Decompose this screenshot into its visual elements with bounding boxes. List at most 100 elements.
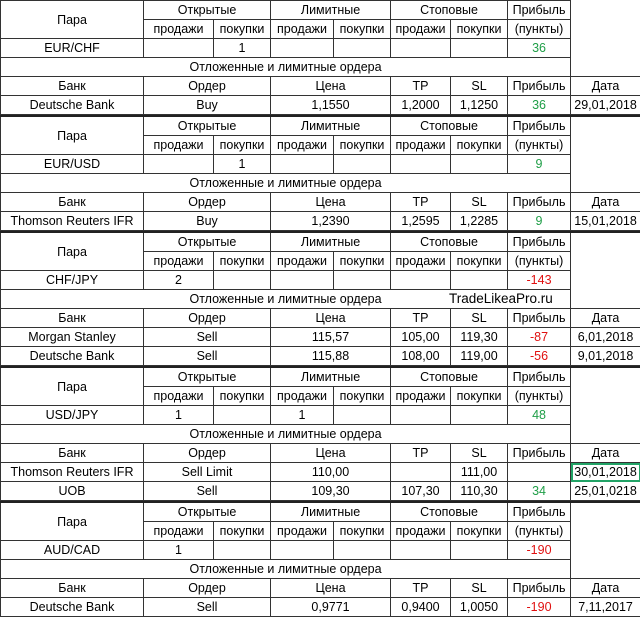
order-row: Thomson Reuters IFR Sell Limit 110,00 111,0… xyxy=(0,462,640,482)
pending-title: Отложенные и лимитные ордера xyxy=(0,57,572,77)
position-cell xyxy=(333,540,392,560)
order-cell: 108,00 xyxy=(390,346,452,366)
position-cell xyxy=(390,38,452,58)
empty-cell xyxy=(570,289,640,309)
header-cell: Открытые xyxy=(142,366,272,387)
pending-title: Отложенные и лимитные ордера TradeLikeaPr… xyxy=(0,289,572,309)
orders-header-cell: Дата xyxy=(570,192,640,212)
subheader-row: продажи покупки продажи покупки продажи покуп… xyxy=(1,19,640,39)
empty-cell xyxy=(570,135,640,155)
orders-header-row: Банк Ордер Цена TP SL Прибыль Дата xyxy=(0,308,640,328)
subheader-row: продажи покупки продажи покупки продажи покуп… xyxy=(1,135,640,155)
header-cell: Стоповые xyxy=(390,115,509,136)
orders-header-row: Банк Ордер Цена TP SL Прибыль Дата xyxy=(0,76,640,96)
orders-header-cell: Прибыль xyxy=(507,578,572,598)
subheader-cell: продажи xyxy=(390,386,452,406)
header-cell: Стоповые xyxy=(390,366,509,387)
orders-header-cell: SL xyxy=(450,192,509,212)
position-cell xyxy=(390,405,452,425)
orders-header-cell: Ордер xyxy=(142,192,272,212)
orders-header-cell: Ордер xyxy=(142,76,272,96)
header-cell: Прибыль xyxy=(507,366,572,387)
subheader-cell: продажи xyxy=(390,521,452,541)
header-cell: Лимитные xyxy=(270,0,392,20)
orders-header-cell: TP xyxy=(390,578,452,598)
order-cell: 1,2595 xyxy=(390,211,452,231)
orders-header-cell: Ордер xyxy=(142,308,272,328)
position-row: EUR/USD 1 9 xyxy=(0,154,640,174)
order-cell: 29,01,2018 xyxy=(570,95,640,115)
position-cell xyxy=(450,405,509,425)
order-cell: 1,2000 xyxy=(390,95,452,115)
position-cell xyxy=(450,38,509,58)
position-cell: 2 xyxy=(143,270,214,290)
position-cell: 1 xyxy=(212,38,272,58)
empty-cell xyxy=(570,367,640,387)
orders-header-cell: SL xyxy=(450,578,509,598)
empty-cell xyxy=(570,57,640,77)
header-cell: Открытые xyxy=(142,115,272,136)
order-cell: 0,9400 xyxy=(390,597,452,617)
order-cell: -87 xyxy=(507,327,572,347)
header-cell: Открытые xyxy=(142,0,272,20)
position-cell: 48 xyxy=(507,405,572,425)
subheader-cell: покупки xyxy=(450,19,509,39)
orders-header-cell: Банк xyxy=(0,578,144,598)
position-cell xyxy=(333,38,392,58)
orders-header-cell: Прибыль xyxy=(507,443,572,463)
orders-header-row: Банк Ордер Цена TP SL Прибыль Дата xyxy=(0,192,640,212)
watermark: TradeLikeaPro.ru xyxy=(449,291,553,306)
order-cell: 1,0050 xyxy=(450,597,509,617)
orders-header-cell: TP xyxy=(390,76,452,96)
subheader-cell: продажи xyxy=(143,251,214,271)
position-cell: -190 xyxy=(507,540,572,560)
position-cell xyxy=(143,38,214,58)
order-cell: -190 xyxy=(507,597,572,617)
order-cell: -56 xyxy=(507,346,572,366)
orders-header-cell: Прибыль xyxy=(507,192,572,212)
order-cell: Deutsche Bank xyxy=(0,597,144,617)
position-cell xyxy=(270,270,335,290)
orders-header-cell: Цена xyxy=(270,76,392,96)
position-cell: AUD/CAD xyxy=(0,540,144,560)
order-row: UOB Sell 109,30 107,30 110,30 34 25,01,0218 xyxy=(0,481,640,501)
orders-header-cell: Дата xyxy=(570,443,640,463)
orders-header-cell: Ордер xyxy=(142,578,272,598)
subheader-cell: продажи xyxy=(143,135,214,155)
header-cell: Пара xyxy=(0,501,144,541)
position-cell xyxy=(270,540,335,560)
orders-header-cell: Цена xyxy=(270,192,392,212)
orders-header-cell: Банк xyxy=(0,443,144,463)
order-cell: 109,30 xyxy=(270,481,392,501)
position-cell xyxy=(212,405,272,425)
subheader-cell: покупки xyxy=(450,386,509,406)
position-cell: 36 xyxy=(507,38,572,58)
empty-cell xyxy=(570,540,640,560)
empty-cell xyxy=(570,38,640,58)
position-cell xyxy=(333,270,392,290)
order-cell: 0,9771 xyxy=(270,597,392,617)
position-cell: 1 xyxy=(212,154,272,174)
subheader-cell: (пункты) xyxy=(507,521,572,541)
subheader-cell: покупки xyxy=(333,19,392,39)
subheader-cell: продажи xyxy=(270,135,335,155)
header-cell: Пара xyxy=(0,0,144,39)
order-cell: UOB xyxy=(0,481,144,501)
pending-row: Отложенные и лимитные ордера xyxy=(0,173,640,193)
position-row: AUD/CAD 1 -190 xyxy=(0,540,640,560)
position-cell: -143 xyxy=(507,270,572,290)
header-cell: Лимитные xyxy=(270,501,392,522)
order-cell: 110,00 xyxy=(270,462,392,482)
order-cell: Buy xyxy=(142,95,272,115)
header-row: Пара Открытые Лимитные Стоповые Прибыль xyxy=(0,0,640,39)
order-row: Deutsche Bank Buy 1,1550 1,2000 1,1250 36 29,0… xyxy=(0,95,640,115)
position-cell: 1 xyxy=(270,405,335,425)
position-row: EUR/CHF 1 36 xyxy=(0,38,640,58)
header-cell: Прибыль xyxy=(507,115,572,136)
header-cell: Открытые xyxy=(142,231,272,252)
subheader-cell: покупки xyxy=(212,251,272,271)
trade-block: Пара Открытые Лимитные Стоповые Прибыль прода… xyxy=(0,231,640,366)
subheader-cell: продажи xyxy=(270,251,335,271)
order-cell: Deutsche Bank xyxy=(0,95,144,115)
